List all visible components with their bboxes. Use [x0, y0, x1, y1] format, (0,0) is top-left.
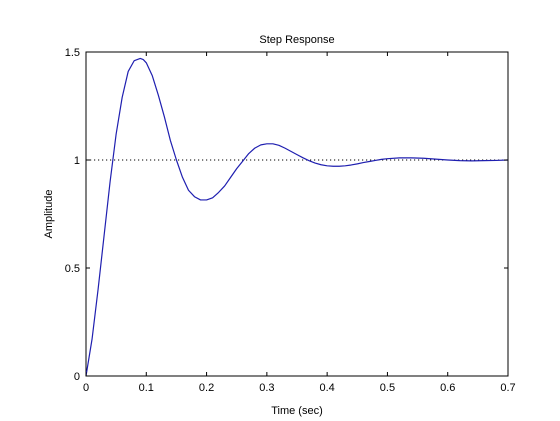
x-tick-label: 0.4 [319, 382, 334, 394]
x-tick-label: 0.7 [500, 382, 515, 394]
x-tick-label: 0.2 [199, 382, 214, 394]
y-tick-label: 1 [74, 155, 80, 167]
x-tick-label: 0.1 [139, 382, 154, 394]
y-tick-label: 0 [74, 371, 80, 383]
x-tick-label: 0.3 [259, 382, 274, 394]
y-tick-label: 1.5 [65, 47, 80, 59]
x-axis-ticks: 0 0.1 0.2 0.3 0.4 0.5 0.6 0.7 [83, 52, 516, 394]
y-axis-label: Amplitude [43, 190, 55, 239]
step-response-line [85, 57, 509, 377]
x-tick-label: 0 [83, 382, 89, 394]
axes-box [85, 51, 509, 377]
x-tick-label: 0.5 [380, 382, 395, 394]
chart-title: Step Response [259, 34, 334, 46]
plot-area [85, 51, 509, 377]
y-axis-ticks: 0 0.5 1 1.5 [65, 47, 508, 383]
x-axis-label: Time (sec) [271, 405, 323, 417]
y-tick-label: 0.5 [65, 263, 80, 275]
series-layer [85, 57, 509, 377]
x-tick-label: 0.6 [440, 382, 455, 394]
